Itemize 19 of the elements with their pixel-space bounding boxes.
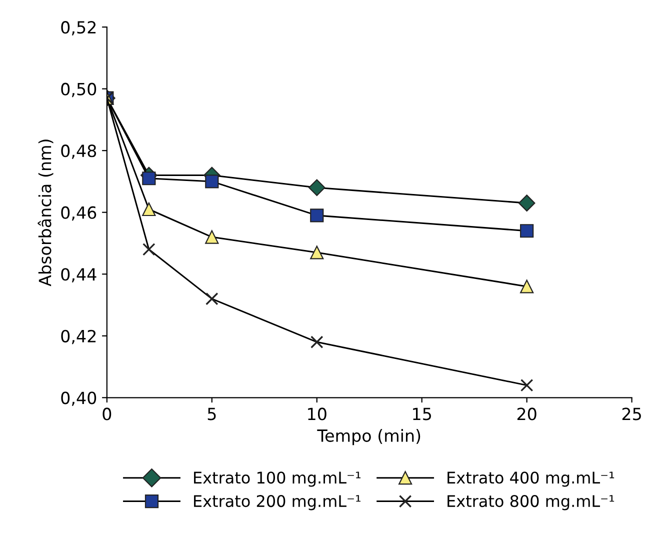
legend-label: Extrato 800 mg.mL⁻¹: [448, 495, 614, 510]
x-tick-label: 5: [208, 408, 216, 420]
y-tick-label: 0,42: [61, 330, 96, 344]
y-tick-label: 0,48: [61, 144, 96, 159]
y-tick-label: 0,46: [61, 206, 96, 221]
legend-label: Extrato 100 mg.mL⁻¹: [194, 472, 360, 487]
x-tick-label: 0: [102, 408, 112, 420]
y-tick-label: 0,40: [61, 392, 96, 406]
x-tick-label: 10: [308, 408, 326, 420]
x-tick-label: 15: [413, 408, 431, 420]
y-tick-label: 0,50: [61, 82, 96, 98]
x-tick-label: 25: [622, 408, 641, 420]
x-tick-label: 20: [517, 408, 536, 420]
legend-label: Extrato 200 mg.mL⁻¹: [194, 495, 360, 510]
y-tick-label: 0,44: [61, 268, 96, 282]
y-tick-label: 0,52: [61, 21, 96, 36]
y-axis-title: Absorbância (nm): [38, 140, 54, 286]
legend-label: Extrato 400 mg.mL⁻¹: [448, 472, 614, 487]
x-axis-title: Tempo (min): [317, 429, 420, 446]
